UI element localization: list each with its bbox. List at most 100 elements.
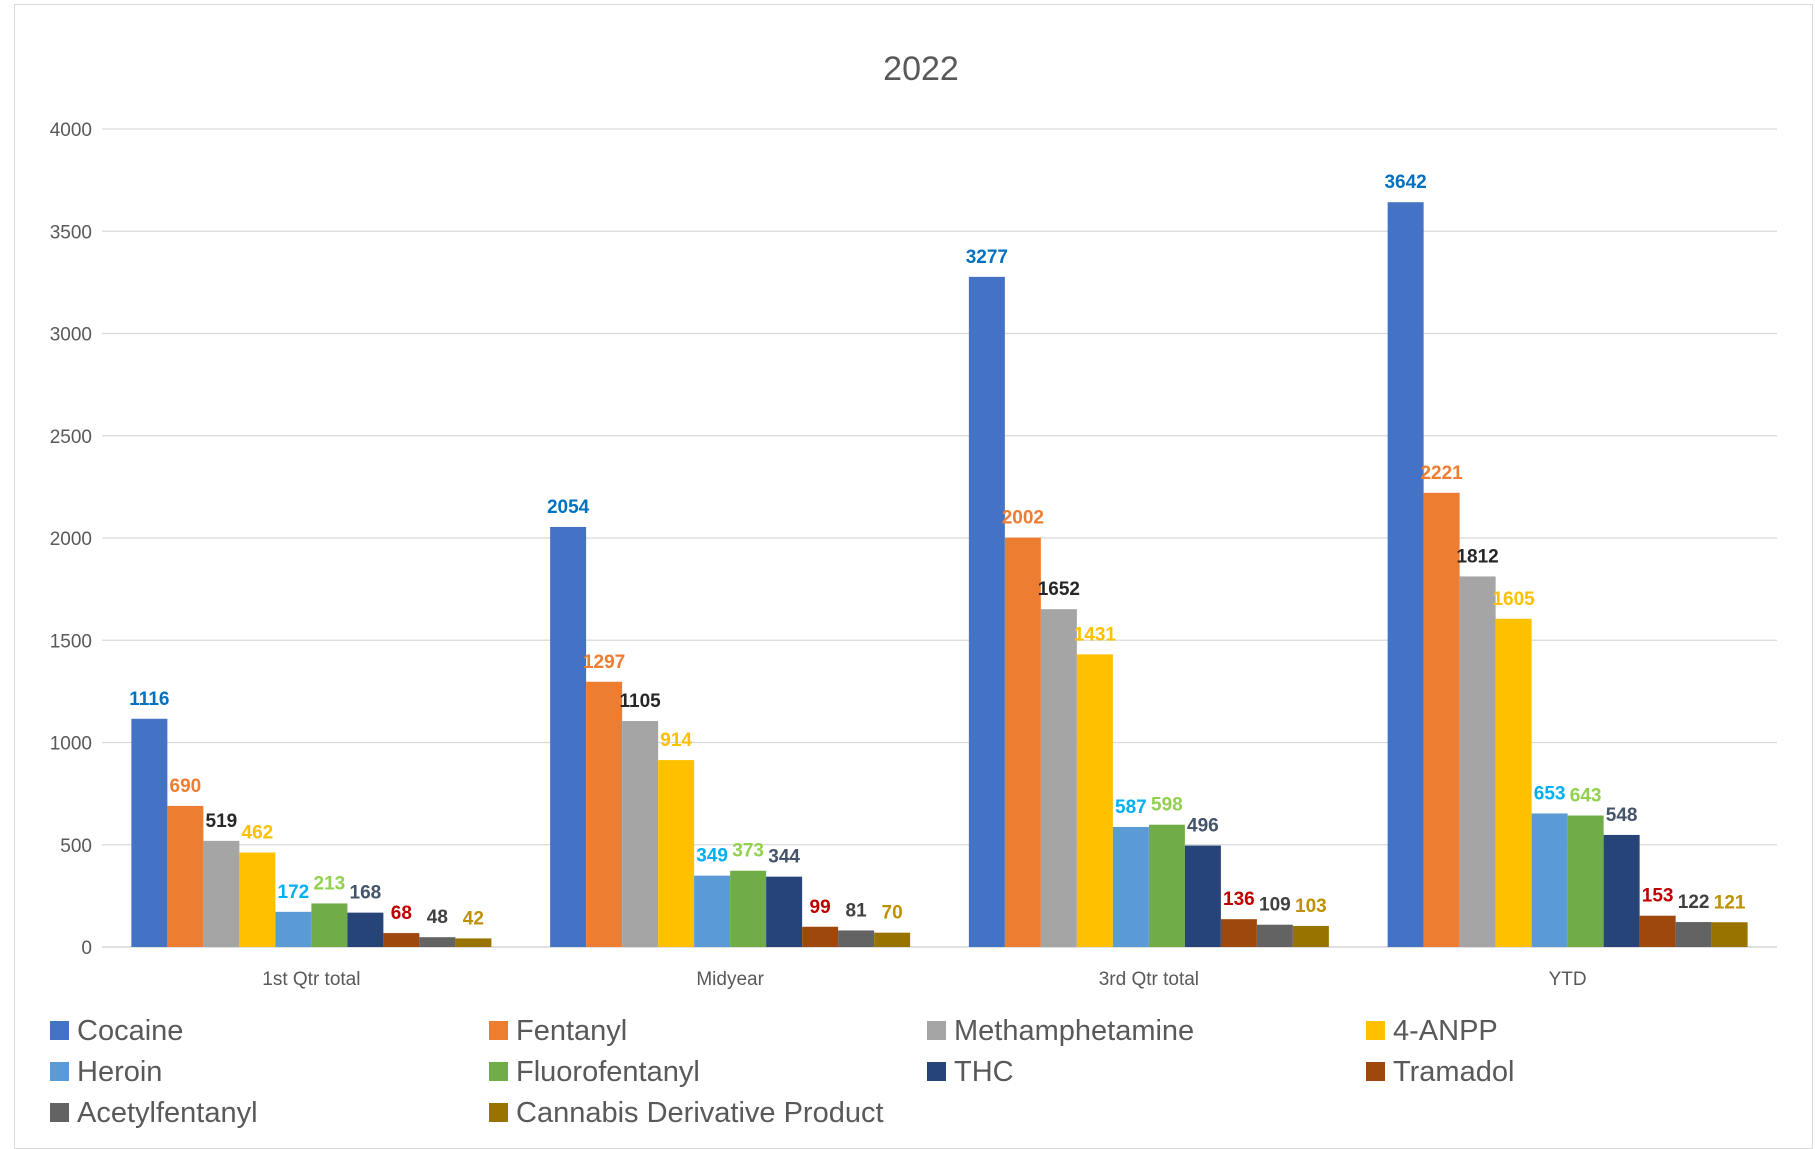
legend-swatch [927,1021,946,1040]
data-label-heroin-1st-qtr-total: 172 [278,882,310,903]
bar-cocaine-ytd [1387,202,1424,947]
bar-thc-1st-qtr-total [347,912,384,947]
bar-tramadol-1st-qtr-total [383,933,420,947]
data-label-fluorofentanyl-1st-qtr-total: 213 [314,873,346,894]
bar-cannabis-derivative-product-1st-qtr-total [455,938,492,947]
legend-label: Tramadol [1393,1056,1514,1088]
data-label-fentanyl-3rd-qtr-total: 2002 [1002,508,1044,529]
data-label-4-anpp-1st-qtr-total: 462 [242,823,274,844]
x-tick-label: Midyear [696,969,764,990]
data-label-tramadol-3rd-qtr-total: 136 [1223,889,1255,910]
bar-cocaine-1st-qtr-total [131,718,168,947]
legend-swatch [50,1021,69,1040]
data-label-4-anpp-ytd: 1605 [1492,589,1535,610]
x-tick-label: 1st Qtr total [262,969,360,990]
data-label-tramadol-1st-qtr-total: 68 [391,903,412,924]
bar-fentanyl-midyear [586,681,623,947]
data-label-4-anpp-3rd-qtr-total: 1431 [1074,624,1117,645]
x-tick-label: 3rd Qtr total [1099,969,1199,990]
data-label-fentanyl-ytd: 2221 [1420,463,1463,484]
y-tick-label: 0 [81,938,92,959]
legend: Cocaine Fentanyl Methamphetamine 4-ANPP Hero… [50,1015,1514,1129]
bar-heroin-3rd-qtr-total [1112,826,1149,947]
data-label-fluorofentanyl-ytd: 643 [1570,786,1602,807]
bar-thc-3rd-qtr-total [1184,845,1221,947]
y-tick-label: 1500 [50,631,92,652]
chart-title: 2022 [883,50,959,88]
bar-4-anpp-3rd-qtr-total [1076,654,1113,947]
legend-swatch [50,1103,69,1122]
bar-4-anpp-ytd [1495,618,1532,947]
data-label-cannabis-derivative-product-3rd-qtr-total: 103 [1295,896,1327,917]
data-label-cannabis-derivative-product-1st-qtr-total: 42 [463,908,484,929]
y-tick-label: 500 [60,836,92,857]
bar-fentanyl-3rd-qtr-total [1004,537,1041,947]
data-label-methamphetamine-midyear: 1105 [620,691,662,712]
bar-fentanyl-1st-qtr-total [167,805,204,947]
legend-swatch [1366,1021,1385,1040]
legend-swatch [489,1062,508,1081]
legend-label: Cannabis Derivative Product [516,1097,884,1129]
y-tick-label: 3500 [50,222,92,243]
bars [131,202,1748,947]
legend-label: THC [954,1056,1014,1088]
bar-acetylfentanyl-3rd-qtr-total [1256,924,1293,947]
legend-swatch [927,1062,946,1081]
bar-fentanyl-ytd [1423,492,1460,947]
legend-label: Fentanyl [516,1015,627,1047]
legend-swatch [489,1103,508,1122]
bar-methamphetamine-1st-qtr-total [203,840,240,947]
legend-item-cannabis-derivative-product: Cannabis Derivative Product [489,1097,884,1129]
bar-tramadol-3rd-qtr-total [1220,919,1257,947]
bar-cannabis-derivative-product-3rd-qtr-total [1292,925,1329,947]
y-axis-tick-labels: 0 500 1000 1500 2000 2500 3000 3500 4000 [50,120,92,959]
bar-methamphetamine-3rd-qtr-total [1040,609,1077,947]
bar-4-anpp-1st-qtr-total [239,852,276,947]
legend-item-fentanyl: Fentanyl [489,1015,627,1047]
legend-label: Methamphetamine [954,1015,1194,1047]
data-label-fluorofentanyl-3rd-qtr-total: 598 [1151,795,1183,816]
legend-swatch [50,1062,69,1081]
data-label-acetylfentanyl-ytd: 122 [1678,892,1710,913]
data-label-thc-ytd: 548 [1606,805,1638,826]
data-label-thc-midyear: 344 [768,847,800,868]
data-label-methamphetamine-ytd: 1812 [1456,546,1498,567]
data-label-methamphetamine-1st-qtr-total: 519 [206,811,238,832]
data-label-cocaine-1st-qtr-total: 1116 [129,689,169,710]
data-label-fentanyl-1st-qtr-total: 690 [170,776,202,797]
y-tick-label: 3000 [50,325,92,346]
bar-acetylfentanyl-midyear [838,930,875,947]
data-label-fluorofentanyl-midyear: 373 [732,841,764,862]
legend-swatch [489,1021,508,1040]
bar-tramadol-ytd [1639,915,1676,947]
data-label-acetylfentanyl-3rd-qtr-total: 109 [1259,895,1291,916]
legend-item-fluorofentanyl: Fluorofentanyl [489,1056,700,1088]
data-label-cocaine-3rd-qtr-total: 3277 [966,247,1008,268]
data-label-methamphetamine-3rd-qtr-total: 1652 [1038,579,1080,600]
bar-heroin-1st-qtr-total [275,911,312,947]
data-label-heroin-midyear: 349 [696,846,728,867]
bar-fluorofentanyl-1st-qtr-total [311,903,348,947]
legend-item-cocaine: Cocaine [50,1015,183,1047]
legend-item-heroin: Heroin [50,1056,162,1088]
bar-4-anpp-midyear [658,760,695,947]
y-tick-label: 4000 [50,120,92,141]
legend-label: Heroin [77,1056,162,1088]
data-label-thc-1st-qtr-total: 168 [350,883,382,904]
chart-frame [14,4,1813,1149]
legend-swatch [1366,1062,1385,1081]
bar-thc-midyear [766,876,803,947]
data-label-heroin-ytd: 653 [1534,783,1566,804]
data-label-heroin-3rd-qtr-total: 587 [1115,797,1147,818]
data-label-fentanyl-midyear: 1297 [583,652,625,673]
data-label-4-anpp-midyear: 914 [660,730,692,751]
bar-cannabis-derivative-product-midyear [874,932,911,947]
x-tick-label: YTD [1549,969,1587,990]
legend-label: Fluorofentanyl [516,1056,700,1088]
legend-label: 4-ANPP [1393,1015,1498,1047]
data-label-tramadol-ytd: 153 [1642,886,1674,907]
bar-acetylfentanyl-ytd [1675,922,1712,947]
bar-fluorofentanyl-3rd-qtr-total [1148,824,1185,947]
data-label-thc-3rd-qtr-total: 496 [1187,816,1219,837]
